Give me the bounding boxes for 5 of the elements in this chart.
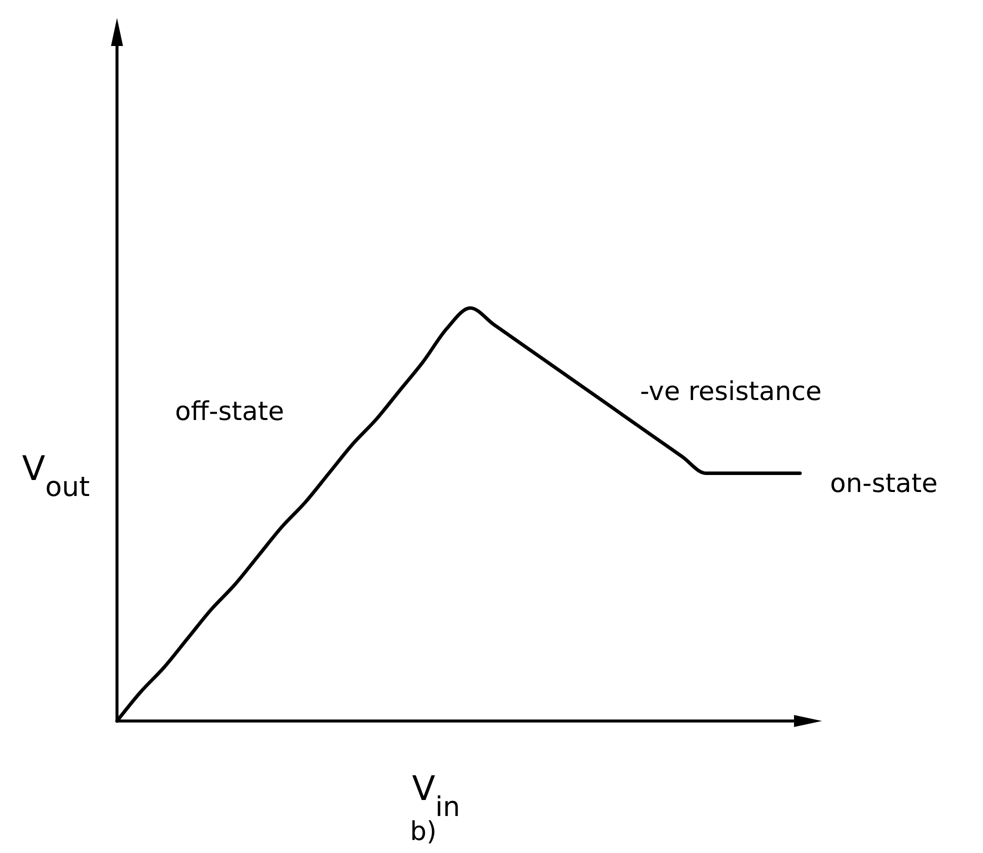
annotation: off-state bbox=[175, 397, 284, 427]
y-axis-title: V$_{out}$ bbox=[22, 449, 90, 502]
text: on-state bbox=[830, 469, 938, 499]
annotation: -ve resistance bbox=[640, 377, 822, 407]
text: b) bbox=[410, 817, 437, 847]
